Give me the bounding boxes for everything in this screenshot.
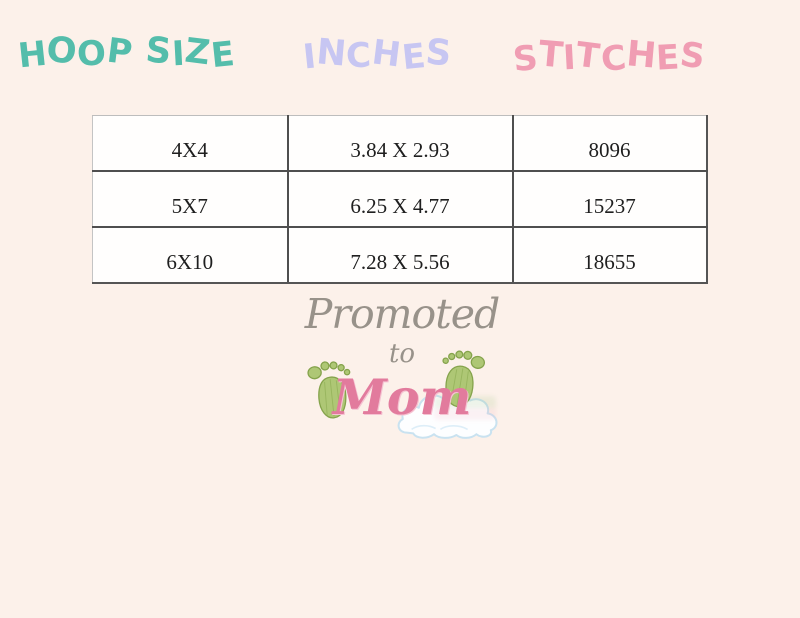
table-row: 5X7 6.25 X 4.77 15237 — [92, 170, 708, 228]
stitches-cell: 8096 — [511, 115, 708, 172]
hoop-size-cell: 4X4 — [92, 115, 289, 172]
table-row: 4X4 3.84 X 2.93 8096 — [92, 115, 708, 172]
logo-text-promoted: Promoted — [304, 290, 500, 338]
promoted-to-mom-logo: Promoted to Mom — [292, 290, 512, 445]
stitches-cell: 15237 — [511, 170, 708, 228]
hoop-size-heading: HOOP SIZE — [16, 28, 238, 77]
hoop-size-cell: 5X7 — [92, 170, 289, 228]
stitches-cell: 18655 — [511, 226, 708, 284]
inches-cell: 6.25 X 4.77 — [286, 170, 514, 228]
stitches-heading: STITCHES — [511, 32, 709, 81]
right-footprint-icon — [442, 350, 486, 408]
hoop-size-cell: 6X10 — [92, 226, 289, 284]
logo-text-to: to — [388, 339, 416, 369]
inches-cell: 7.28 X 5.56 — [286, 226, 514, 284]
logo-text-mom: Mom — [332, 368, 472, 426]
left-footprint-icon — [307, 361, 351, 419]
size-chart-table: 4X4 3.84 X 2.93 8096 5X7 6.25 X 4.77 152… — [92, 115, 708, 284]
inches-heading: INCHES — [301, 30, 454, 79]
inches-cell: 3.84 X 2.93 — [286, 115, 514, 172]
table-row: 6X10 7.28 X 5.56 18655 — [92, 226, 708, 284]
cloud-icon — [397, 391, 498, 439]
